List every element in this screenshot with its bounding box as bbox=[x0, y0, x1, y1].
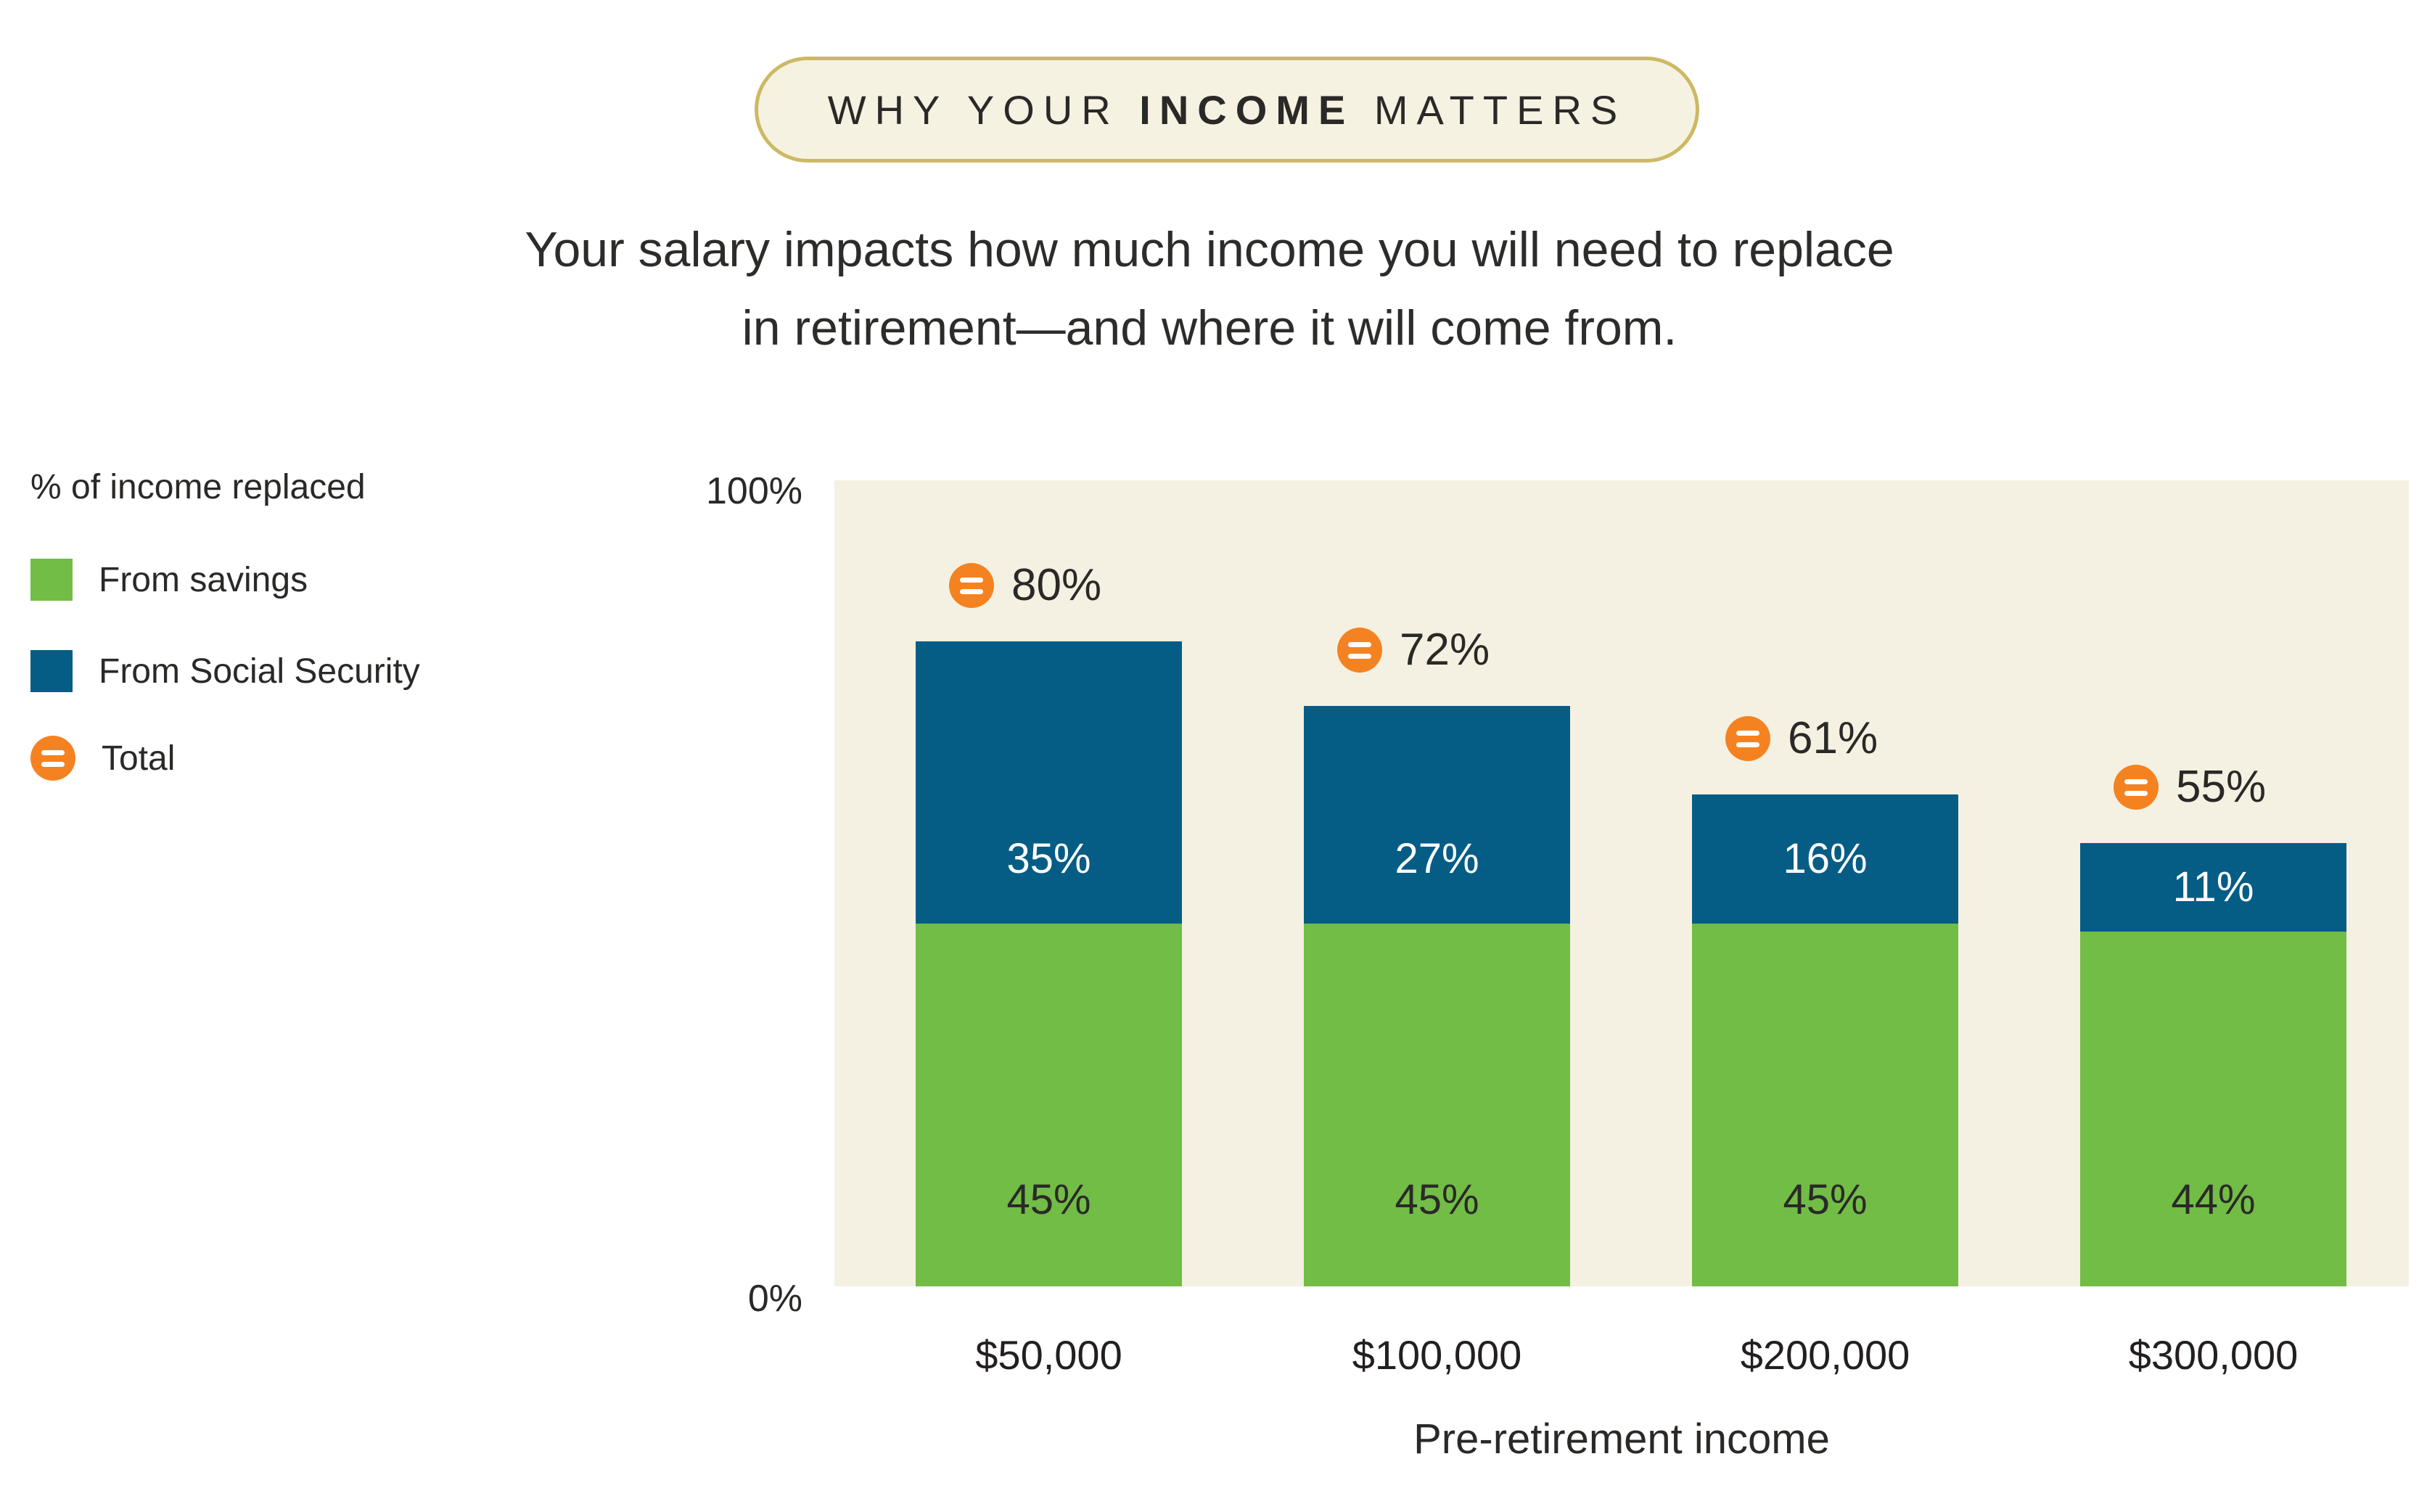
social-security-swatch-icon bbox=[30, 650, 73, 692]
x-axis-tick-label: $100,000 bbox=[1352, 1332, 1522, 1378]
badge-text-emphasis: INCOME bbox=[1139, 86, 1355, 133]
headline-line-1: Your salary impacts how much income you … bbox=[525, 222, 1894, 277]
plot-area: 35% 45% 80% $50,000 27% 45% 72% $100,000 16% 45% 6… bbox=[834, 480, 2409, 1378]
savings-value-label: 45% bbox=[1395, 1176, 1479, 1223]
bar-segment-savings: 45% bbox=[1304, 924, 1570, 1286]
total-value-label: 72% bbox=[1400, 625, 1490, 675]
equals-circle-icon bbox=[2114, 765, 2159, 810]
bar-segment-savings: 45% bbox=[916, 924, 1182, 1286]
title-badge: WHY YOUR INCOME MATTERS bbox=[755, 57, 1699, 163]
savings-value-label: 45% bbox=[1006, 1176, 1091, 1223]
total-marker: 80% bbox=[949, 563, 1101, 608]
total-value-label: 55% bbox=[2176, 762, 2267, 812]
headline-line-2: in retirement—and where it will come fro… bbox=[742, 300, 1677, 356]
bar-segment-savings: 45% bbox=[1692, 924, 1958, 1286]
y-axis-max-label: 100% bbox=[706, 470, 802, 512]
total-marker: 55% bbox=[2114, 765, 2266, 810]
bar-stack: 11% 44% bbox=[2080, 843, 2346, 1286]
x-axis-tick-label: $50,000 bbox=[975, 1332, 1122, 1378]
badge-text-prefix: WHY YOUR bbox=[827, 86, 1140, 133]
total-value-label: 61% bbox=[1788, 713, 1878, 763]
y-axis-min-label: 0% bbox=[747, 1278, 802, 1320]
legend-item-from-social-security: From Social Security bbox=[30, 649, 420, 694]
total-value-label: 80% bbox=[1011, 560, 1102, 610]
x-axis-tick-label: $300,000 bbox=[2128, 1332, 2299, 1378]
headline: Your salary impacts how much income you … bbox=[0, 210, 2419, 367]
savings-value-label: 45% bbox=[1783, 1176, 1868, 1223]
legend-title: % of income replaced bbox=[30, 468, 366, 506]
equals-circle-icon bbox=[1337, 628, 1382, 673]
savings-swatch-icon bbox=[30, 559, 73, 601]
legend-label-total: Total bbox=[102, 739, 176, 778]
legend-label-from-savings: From savings bbox=[99, 560, 308, 599]
legend-item-from-savings: From savings bbox=[30, 557, 308, 602]
legend-label-from-social-security: From Social Security bbox=[99, 652, 420, 691]
social-security-value-label: 11% bbox=[2172, 863, 2254, 911]
bar-stack: 27% 45% bbox=[1304, 706, 1570, 1286]
bar-segment-social-security: 35% bbox=[916, 641, 1182, 924]
equals-circle-icon bbox=[949, 563, 994, 608]
social-security-value-label: 35% bbox=[1006, 835, 1091, 882]
legend-item-total: Total bbox=[30, 736, 175, 781]
equals-circle-icon bbox=[30, 736, 75, 781]
x-axis-tick-label: $200,000 bbox=[1740, 1332, 1910, 1378]
x-axis-title: Pre-retirement income bbox=[1413, 1416, 1830, 1463]
total-marker: 72% bbox=[1337, 628, 1490, 673]
bar-segment-social-security: 16% bbox=[1692, 794, 1958, 924]
social-security-value-label: 16% bbox=[1783, 835, 1868, 882]
legend: % of income replaced From savings From S… bbox=[30, 466, 640, 800]
bar-segment-savings: 44% bbox=[2080, 932, 2346, 1286]
total-marker: 61% bbox=[1725, 716, 1878, 761]
bar-stack: 35% 45% bbox=[916, 641, 1182, 1286]
badge-text-suffix: MATTERS bbox=[1354, 86, 1627, 133]
bar-stack: 16% 45% bbox=[1692, 794, 1958, 1286]
bar-segment-social-security: 27% bbox=[1304, 706, 1570, 924]
bar-segment-social-security: 11% bbox=[2080, 843, 2346, 932]
social-security-value-label: 27% bbox=[1395, 835, 1479, 882]
savings-value-label: 44% bbox=[2171, 1176, 2256, 1223]
equals-circle-icon bbox=[1725, 716, 1770, 761]
